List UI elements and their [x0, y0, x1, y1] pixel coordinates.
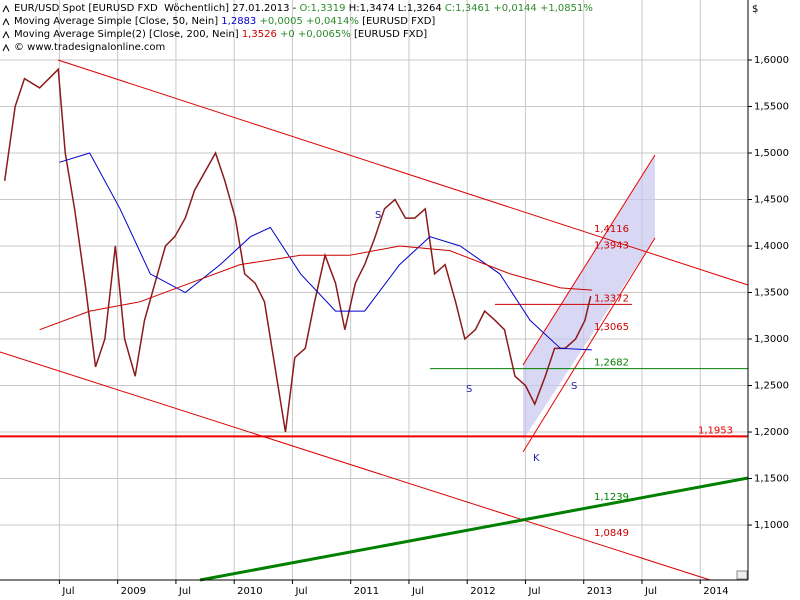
x-tick-label: 2013 — [587, 586, 612, 597]
plot: 1,4116 1,3943 1,3372 1,3065 1,2682 1,1953 1,12… — [0, 67, 748, 539]
annotation: K — [533, 453, 540, 464]
legend: EUR/USD Spot [EURUSD FXD Wöchentlich] 27… — [2, 3, 593, 53]
legend-text: 1,3526 — [242, 29, 277, 40]
channel-line — [522, 237, 656, 453]
level-label: 1,3372 — [594, 293, 629, 304]
y-tick-label: 1,3000 — [754, 334, 789, 345]
level-label: 1,1953 — [698, 425, 733, 436]
legend-entry: © www.tradesignalonline.com — [14, 42, 165, 53]
legend-text: Moving Average Simple [Close, 50, Nein] — [14, 16, 221, 27]
legend-text: C:1,3461 +0,0144 +1,0851% — [445, 3, 593, 14]
x-tick-label: Jul — [294, 586, 307, 597]
y-unit: $ — [752, 4, 758, 15]
y-tick-label: 1,4500 — [754, 195, 789, 206]
y-tick-label: 1,1500 — [754, 474, 789, 485]
x-tick-label: Jul — [644, 586, 657, 597]
y-tick-label: 1,3500 — [754, 288, 789, 299]
level-label: 1,0849 — [594, 528, 629, 539]
x-tick-label: Jul — [178, 586, 191, 597]
x-tick-label: 2012 — [470, 586, 495, 597]
legend-text: [EURUSD FXD] — [351, 29, 428, 40]
legend-entry: Moving Average Simple(2) [Close, 200, Ne… — [14, 29, 427, 40]
annotation: S — [466, 384, 472, 395]
legend-icon — [2, 30, 10, 39]
legend-text: © www.tradesignalonline.com — [14, 42, 165, 53]
legend-icon — [2, 43, 10, 52]
y-tick-label: 1,2500 — [754, 381, 789, 392]
x-tick-label: 2009 — [121, 586, 146, 597]
trend-line — [199, 476, 749, 582]
x-tick-label: 2010 — [237, 586, 262, 597]
legend-text: +0,0005 +0,0414% — [256, 16, 359, 27]
level-label: 1,2682 — [594, 358, 629, 369]
legend-text: 1,2883 — [221, 16, 256, 27]
x-tick-label: 2011 — [354, 586, 379, 597]
y-tick-label: 1,4000 — [754, 241, 789, 252]
x-tick-label: 2014 — [703, 586, 728, 597]
level-label: 1,4116 — [594, 224, 629, 235]
trend-line — [0, 351, 711, 581]
y-tick-label: 1,5000 — [754, 148, 789, 159]
legend-text: +0 +0,0065% — [277, 29, 351, 40]
legend-icon — [2, 17, 10, 26]
y-tick-label: 1,6000 — [754, 55, 789, 66]
legend-text: [EURUSD FXD] — [359, 16, 436, 27]
legend-text: O:1,3319 — [299, 3, 345, 14]
trend-line — [57, 59, 749, 286]
legend-entry: EUR/USD Spot [EURUSD FXD Wöchentlich] 27… — [14, 3, 593, 14]
annotation: S — [571, 381, 577, 392]
x-tick-label: Jul — [411, 586, 424, 597]
y-tick-label: 1,1000 — [754, 520, 789, 531]
series-line — [39, 245, 592, 331]
legend-text: H:1,3474 L:1,3264 — [346, 3, 445, 14]
legend-text: EUR/USD Spot [EURUSD FXD Wöchentlich] 27… — [14, 3, 299, 14]
x-tick-label: Jul — [61, 586, 74, 597]
grid — [0, 0, 748, 580]
scroll-icon[interactable] — [736, 570, 748, 580]
legend-icon — [2, 4, 10, 13]
y-tick-label: 1,2000 — [754, 427, 789, 438]
channel-line — [522, 154, 656, 366]
level-label: 1,1239 — [594, 492, 629, 503]
level-label: 1,3065 — [594, 322, 629, 333]
x-tick-label: Jul — [527, 586, 540, 597]
level-label: 1,3943 — [594, 240, 629, 251]
legend-text: Moving Average Simple(2) [Close, 200, Ne… — [14, 29, 242, 40]
series-line — [3, 67, 592, 433]
y-tick-label: 1,5500 — [754, 101, 789, 112]
annotation: S — [375, 210, 381, 221]
series-line — [59, 152, 592, 351]
legend-entry: Moving Average Simple [Close, 50, Nein] … — [14, 16, 435, 27]
